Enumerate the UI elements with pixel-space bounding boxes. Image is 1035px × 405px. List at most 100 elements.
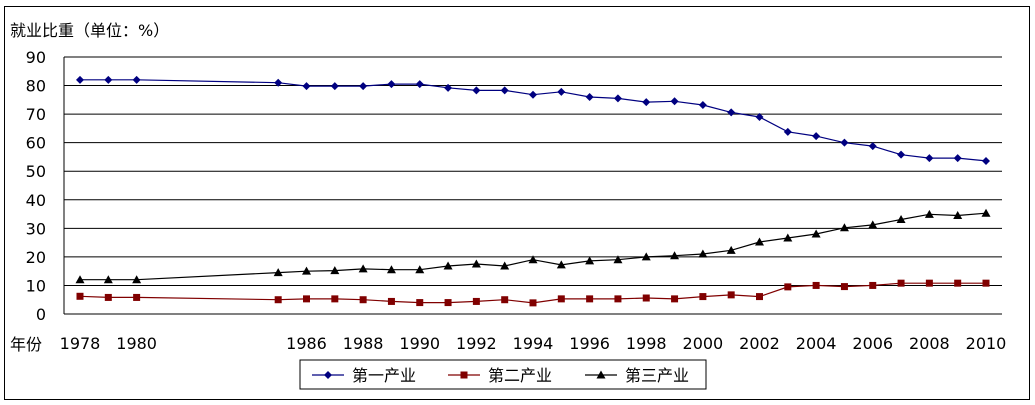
data-point xyxy=(528,255,538,264)
data-point xyxy=(812,132,821,141)
data-point xyxy=(302,266,311,275)
data-point xyxy=(783,233,793,242)
data-point xyxy=(359,296,367,304)
data-point xyxy=(500,261,510,270)
data-point xyxy=(529,299,537,307)
legend-item-3: 第三产业 xyxy=(585,366,689,385)
data-point xyxy=(613,255,623,264)
data-point xyxy=(415,80,424,89)
y-tick-labels: 0 10 20 30 40 50 60 70 80 90 xyxy=(26,48,46,324)
data-point xyxy=(415,265,425,274)
data-point xyxy=(897,150,906,159)
data-point xyxy=(358,264,368,273)
data-point xyxy=(954,279,962,287)
y-tick-label: 40 xyxy=(26,191,46,210)
data-point xyxy=(132,75,141,84)
data-point xyxy=(698,249,708,258)
legend: 第一产业 第二产业 第三产业 xyxy=(299,359,707,390)
data-point xyxy=(596,370,606,379)
data-point xyxy=(698,100,707,109)
data-point xyxy=(416,299,424,307)
data-point xyxy=(953,154,962,163)
data-point xyxy=(330,82,339,91)
data-point xyxy=(699,293,707,301)
series-1 xyxy=(76,75,990,165)
data-point xyxy=(585,256,595,265)
data-point xyxy=(670,251,680,260)
data-point xyxy=(303,295,310,303)
x-tick-labels: 1978 1980 1986 1988 1990 1992 1994 1996 1998 2000… xyxy=(60,334,1007,353)
data-point xyxy=(556,260,566,269)
data-point xyxy=(75,275,85,284)
x-axis-label: 年份 xyxy=(10,335,42,354)
x-tick-label: 2006 xyxy=(852,334,893,353)
data-point xyxy=(868,142,877,151)
y-tick-label: 20 xyxy=(26,248,46,267)
data-point xyxy=(460,371,468,379)
data-point xyxy=(273,268,283,277)
data-point xyxy=(981,208,991,217)
data-point xyxy=(557,295,565,303)
data-point xyxy=(982,156,990,165)
x-tick-label: 2010 xyxy=(966,334,1007,353)
data-point xyxy=(642,98,651,107)
data-point xyxy=(472,297,480,305)
data-point xyxy=(359,82,368,91)
data-point xyxy=(783,127,792,136)
data-point xyxy=(471,259,481,268)
data-point xyxy=(387,297,395,305)
data-point xyxy=(386,265,396,274)
x-tick-label: 1992 xyxy=(456,334,497,353)
data-point xyxy=(443,261,453,270)
chart-frame xyxy=(4,6,1030,400)
y-tick-label: 70 xyxy=(26,105,46,124)
data-point xyxy=(811,229,821,238)
x-tick-label: 1994 xyxy=(513,334,554,353)
data-point xyxy=(839,223,849,232)
legend-item-2: 第二产业 xyxy=(448,366,552,385)
data-point xyxy=(557,87,566,96)
data-point xyxy=(641,252,651,261)
data-point xyxy=(868,220,878,229)
data-point xyxy=(331,295,339,303)
data-point xyxy=(812,281,820,289)
data-point xyxy=(896,214,906,223)
y-tick-label: 10 xyxy=(26,276,46,295)
data-point xyxy=(727,108,736,117)
data-point xyxy=(103,275,113,284)
data-point xyxy=(274,296,282,304)
series-group xyxy=(75,75,991,307)
y-tick-label: 0 xyxy=(36,305,46,324)
data-point xyxy=(324,371,332,379)
y-tick-label: 30 xyxy=(26,219,46,238)
y-tick-label: 80 xyxy=(26,77,46,96)
legend-label: 第二产业 xyxy=(488,366,552,385)
x-tick-label: 1986 xyxy=(286,334,327,353)
data-point xyxy=(840,138,849,147)
data-point xyxy=(982,279,990,287)
data-point xyxy=(642,294,650,302)
data-point xyxy=(925,154,934,163)
data-point xyxy=(727,291,735,299)
data-point xyxy=(784,283,792,291)
data-point xyxy=(387,80,396,89)
data-point xyxy=(133,293,141,301)
data-point xyxy=(924,209,934,218)
data-point xyxy=(897,279,905,287)
series-3 xyxy=(75,208,991,284)
x-tick-label: 1998 xyxy=(626,334,667,353)
data-point xyxy=(586,295,594,303)
data-point xyxy=(953,210,963,219)
data-point xyxy=(472,86,481,95)
legend-label: 第一产业 xyxy=(352,366,416,385)
x-tick-label: 2000 xyxy=(683,334,724,353)
x-tick-label: 1978 xyxy=(60,334,101,353)
data-point xyxy=(444,299,452,307)
data-point xyxy=(726,245,736,254)
series-line xyxy=(80,212,987,281)
data-point xyxy=(755,112,764,121)
x-tick-label: 2008 xyxy=(909,334,950,353)
data-point xyxy=(104,293,112,301)
y-tick-label: 50 xyxy=(26,162,46,181)
